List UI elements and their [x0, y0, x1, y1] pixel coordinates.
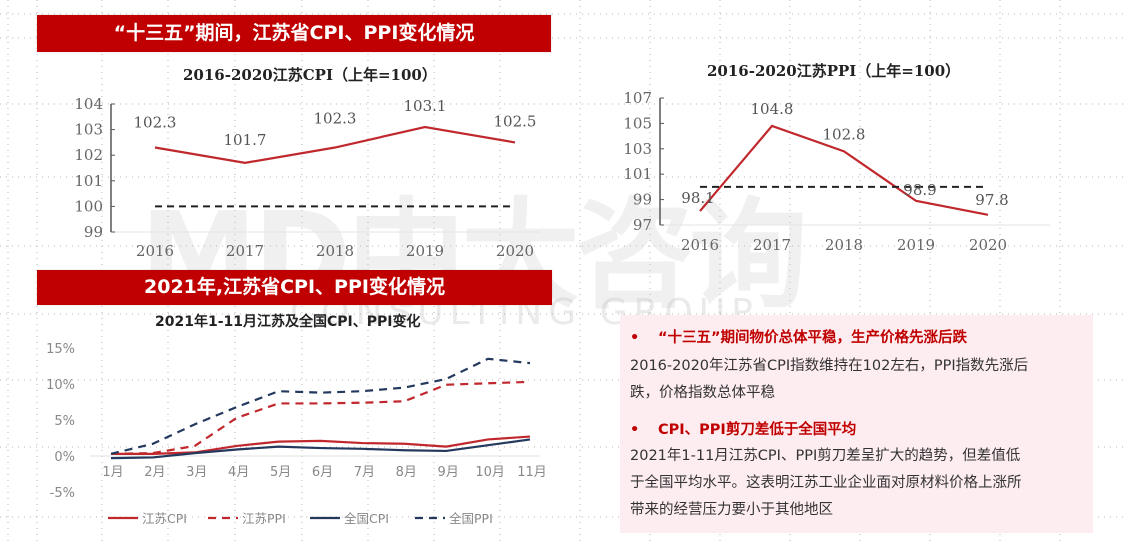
x-tick-label: 2020	[969, 236, 1007, 254]
y-tick-label: 100	[74, 197, 103, 215]
x-tick-label: 2016	[136, 242, 174, 260]
y-tick-label: 5%	[54, 414, 75, 429]
section-banner-13th-fyp: “十三五”期间，江苏省CPI、PPI变化情况	[37, 15, 551, 52]
series-line	[111, 435, 531, 455]
insight-heading-2: • CPI、PPI剪刀差低于全国平均	[630, 422, 857, 438]
ppi-chart-title: 2016-2020江苏PPI（上年=100）	[707, 62, 961, 80]
cpi-line-chart: 104 103 102 101 100 99 2016 2017 2018 2019 2020 102…	[74, 95, 540, 260]
ppi-line-chart: 107 105 103 101 99 97 2016 2017 2018 2019 2020 98.1…	[623, 89, 1050, 254]
series-line	[699, 124, 989, 216]
x-tick-label: 2017	[226, 242, 264, 260]
data-label: 102.8	[823, 125, 866, 143]
monthly-chart-title: 2021年1-11月江苏及全国CPI、PPI变化	[155, 314, 421, 330]
x-tick-label: 10月	[475, 465, 505, 480]
x-tick-label: 2017	[753, 236, 791, 254]
data-label: 102.5	[494, 112, 537, 130]
data-label: 97.8	[975, 191, 1008, 209]
data-label: 103.1	[404, 97, 447, 115]
x-tick-label: 2016	[681, 236, 719, 254]
x-tick-label: 2018	[825, 236, 863, 254]
legend-label: 江苏PPI	[242, 511, 286, 526]
y-tick-label: 10%	[46, 378, 75, 393]
x-tick-label: 9月	[438, 465, 459, 480]
x-tick-label: 4月	[228, 465, 249, 480]
monthly-cpi-ppi-chart: 15% 10% 5% 0% -5% 1月 2月 3月 4月 5月 6月 7月 8月 9月 10月 11月江苏C…	[46, 342, 547, 526]
legend-label: 全国PPI	[449, 511, 493, 526]
legend-label: 全国CPI	[344, 511, 389, 526]
y-tick-label: 104	[74, 95, 103, 113]
data-label: 104.8	[751, 100, 794, 118]
legend-label: 江苏CPI	[142, 511, 187, 526]
cpi-chart-title: 2016-2020江苏CPI（上年=100）	[183, 66, 437, 84]
data-label: 98.1	[681, 189, 714, 207]
x-tick-label: 3月	[186, 465, 207, 480]
x-tick-label: 8月	[396, 465, 417, 480]
y-tick-label: 107	[623, 89, 652, 107]
y-tick-label: 15%	[46, 342, 75, 357]
x-tick-label: 5月	[270, 465, 291, 480]
x-tick-label: 2月	[144, 465, 165, 480]
insight-body-2: 2021年1-11月江苏CPI、PPI剪刀差呈扩大的趋势，但差值低 于全国平均水…	[630, 448, 1022, 518]
x-tick-label: 11月	[517, 465, 547, 480]
y-tick-label: 103	[74, 121, 103, 139]
y-tick-label: -5%	[50, 486, 75, 501]
y-tick-label: 0%	[54, 450, 75, 465]
insight-body-1: 2016-2020年江苏省CPI指数维持在102左右，PPI指数先涨后 跌，价格…	[630, 358, 1029, 401]
series-line	[110, 438, 531, 460]
x-tick-label: 6月	[312, 465, 333, 480]
y-tick-label: 102	[74, 146, 103, 164]
x-tick-label: 1月	[102, 465, 123, 480]
x-tick-label: 2018	[316, 242, 354, 260]
x-tick-label: 2019	[406, 242, 444, 260]
data-label: 102.3	[314, 110, 357, 128]
insight-heading-1: • “十三五”期间物价总体平稳，生产价格先涨后跌	[630, 330, 968, 346]
data-label: 102.3	[134, 114, 177, 132]
x-tick-label: 2019	[897, 236, 935, 254]
y-tick-label: 99	[84, 223, 103, 241]
series-line	[154, 125, 516, 164]
bullet-icon: •	[630, 330, 640, 346]
series-line	[110, 357, 531, 455]
y-tick-label: 105	[623, 114, 652, 132]
y-tick-label: 103	[623, 140, 652, 158]
x-tick-label: 2020	[496, 242, 534, 260]
y-tick-label: 101	[74, 172, 103, 190]
x-tick-label: 7月	[354, 465, 375, 480]
y-tick-label: 99	[633, 191, 652, 209]
bullet-icon: •	[630, 422, 640, 438]
insight-panel: • “十三五”期间物价总体平稳，生产价格先涨后跌 2016-2020年江苏省CPI…	[620, 315, 1093, 533]
data-label: 98.9	[903, 181, 936, 199]
series-line	[110, 380, 531, 455]
y-tick-label: 101	[623, 165, 652, 183]
data-label: 101.7	[224, 131, 267, 149]
y-tick-label: 97	[633, 216, 652, 234]
section-banner-2021: 2021年,江苏省CPI、PPI变化情况	[37, 270, 552, 305]
